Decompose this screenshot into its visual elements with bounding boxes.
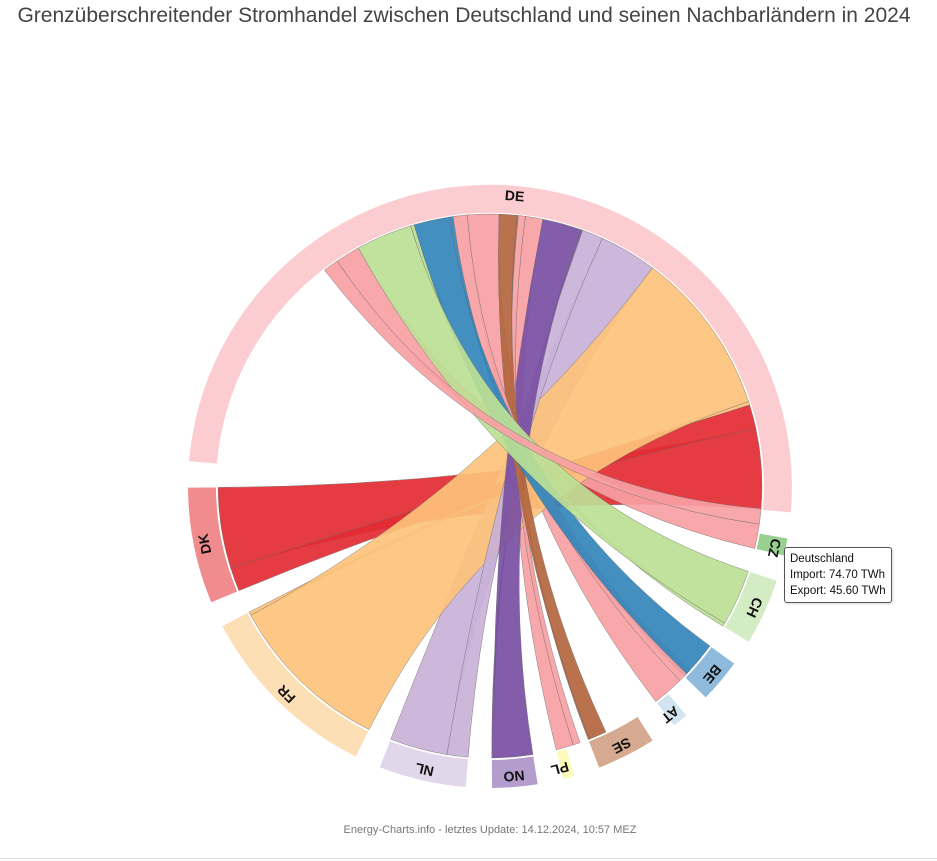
group-arc-at[interactable]: [657, 694, 687, 726]
tooltip-export: Export: 45.60 TWh: [790, 585, 886, 597]
group-label-se: SE: [610, 734, 634, 757]
flow-ribbon-nl-de[interactable]: [446, 230, 603, 758]
flow-ribbon-ch-de[interactable]: [358, 225, 749, 624]
group-arc-fr[interactable]: [222, 613, 369, 757]
tooltip-country: Deutschland: [790, 553, 854, 565]
flow-ribbon-se-de[interactable]: [498, 213, 607, 740]
flow-ribbon-no-de[interactable]: [493, 218, 581, 759]
group-label-dk: DK: [195, 532, 215, 555]
flow-ribbon-cz-de[interactable]: [324, 260, 762, 525]
group-label-ch: CH: [743, 595, 766, 620]
group-arc-pl[interactable]: [556, 749, 575, 779]
group-label-nl: NL: [413, 760, 435, 780]
chart-title: Grenzüberschreitender Stromhandel zwisch…: [17, 4, 911, 27]
group-arc-no[interactable]: [491, 756, 538, 788]
chord-ribbons: [217, 213, 763, 759]
flow-ribbon-pl-de[interactable]: [510, 215, 581, 746]
group-arc-dk[interactable]: [188, 487, 238, 603]
tooltip-import: Import: 74.70 TWh: [790, 569, 886, 581]
tooltip: Deutschland Import: 74.70 TWh Export: 45…: [784, 547, 892, 603]
flow-ribbon-fr-de[interactable]: [250, 267, 749, 730]
group-label-cz: CZ: [765, 537, 785, 559]
bottom-divider: [0, 858, 937, 859]
group-label-pl: PL: [549, 759, 571, 779]
group-arc-ch[interactable]: [724, 572, 777, 642]
group-label-no: NO: [503, 767, 525, 785]
group-arc-se[interactable]: [589, 716, 653, 768]
group-arc-cz[interactable]: [756, 533, 788, 556]
group-label-de: DE: [504, 187, 525, 205]
group-arc-be[interactable]: [685, 647, 735, 698]
footer-credit: Energy-Charts.info - letztes Update: 14.…: [343, 824, 637, 836]
group-arc-nl[interactable]: [379, 741, 468, 788]
flow-ribbon-be-de[interactable]: [413, 216, 711, 675]
